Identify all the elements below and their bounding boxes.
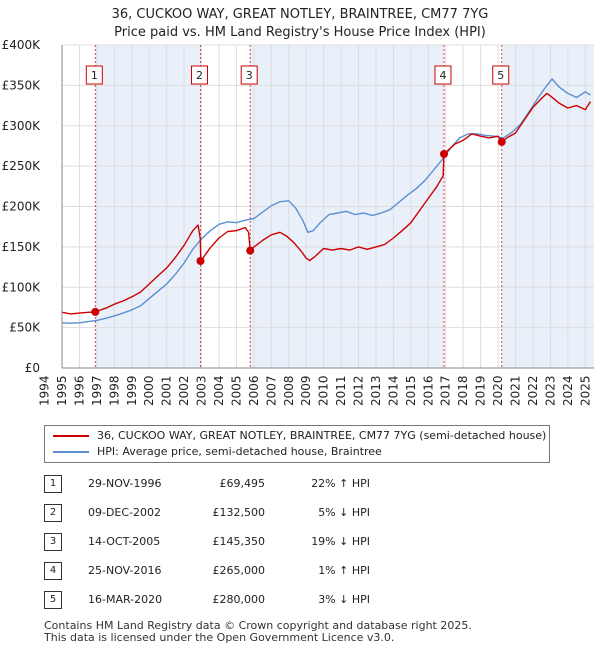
x-tick-label: 2002 [177, 375, 191, 406]
x-tick-label: 2009 [299, 375, 313, 406]
price-chart: 1 2 3 4 5 £0 £50K £100K £150K £200K £250K £300K £35… [2, 38, 594, 406]
row-number-box: 1 [44, 475, 62, 493]
y-tick-label: £200K [2, 200, 42, 214]
x-tick-label: 1997 [90, 375, 104, 406]
footer: Contains HM Land Registry data © Crown c… [44, 620, 472, 644]
x-tick-label: 2001 [160, 375, 174, 406]
y-tick-label: £50K [9, 321, 41, 335]
footer-copyright: Contains HM Land Registry data © Crown c… [44, 619, 472, 632]
x-tick-label: 2012 [352, 375, 366, 406]
row-number-box: 5 [44, 591, 62, 609]
chart-title: 36, CUCKOO WAY, GREAT NOTLEY, BRAINTREE,… [111, 7, 489, 22]
y-tick-label: £0 [25, 361, 40, 375]
marker-box [492, 65, 510, 85]
row-price: £280,000 [212, 593, 266, 606]
x-tick-label: 2019 [474, 375, 488, 406]
x-tick-label: 1999 [125, 375, 139, 406]
row-hpi: 5% ↓ HPI [318, 506, 370, 519]
sale-point [439, 150, 448, 159]
x-tick-label: 2008 [282, 375, 296, 406]
y-tick-label: £100K [2, 280, 42, 294]
x-tick-label: 2025 [578, 375, 592, 406]
x-tick-label: 2020 [491, 375, 505, 406]
marker-box-label: 3 [246, 69, 253, 82]
row-date: 09-DEC-2002 [88, 506, 162, 519]
row-number-box: 4 [44, 562, 62, 580]
x-tick-label: 2005 [229, 375, 243, 406]
footer-licence: This data is licensed under the Open Gov… [44, 631, 395, 644]
marker-box-label: 4 [439, 69, 446, 82]
x-tick-label: 2007 [264, 375, 278, 406]
row-price: £265,000 [212, 564, 266, 577]
legend-item-property: 36, CUCKOO WAY, GREAT NOTLEY, BRAINTREE,… [53, 428, 546, 444]
y-tick-label: £350K [2, 78, 42, 92]
marker-box-label: 5 [497, 69, 504, 82]
table-row: 4 25-NOV-2016 £265,000 1% ↑ HPI [0, 561, 600, 581]
sale-point [91, 307, 100, 316]
x-tick-label: 2024 [561, 375, 575, 406]
x-tick-label: 2003 [195, 375, 209, 406]
y-tick-label: £300K [2, 119, 42, 133]
marker-box [240, 65, 258, 85]
x-tick-label: 1995 [55, 375, 69, 406]
axes: £0 £50K £100K £150K £200K £250K £300K £350K £400… [2, 38, 594, 406]
legend-item-hpi: HPI: Average price, semi-detached house,… [53, 444, 382, 460]
marker-box [434, 65, 452, 85]
x-tick-label: 2000 [142, 375, 156, 406]
table-row: 3 14-OCT-2005 £145,350 19% ↓ HPI [0, 532, 600, 552]
x-tick-label: 2018 [456, 375, 470, 406]
row-date: 25-NOV-2016 [88, 564, 162, 577]
marker-box [85, 65, 103, 85]
row-hpi: 1% ↑ HPI [318, 564, 370, 577]
sale-markers: 1 2 3 4 5 [85, 65, 510, 316]
row-date: 16-MAR-2020 [88, 593, 163, 606]
legend-label-property: 36, CUCKOO WAY, GREAT NOTLEY, BRAINTREE,… [97, 429, 547, 442]
row-hpi: 19% ↓ HPI [311, 535, 370, 548]
sale-point [196, 257, 205, 266]
chart-title-block: 36, CUCKOO WAY, GREAT NOTLEY, BRAINTREE,… [0, 6, 600, 42]
marker-box [190, 65, 208, 85]
row-number-box: 3 [44, 533, 62, 551]
table-row: 1 29-NOV-1996 £69,495 22% ↑ HPI [0, 474, 600, 494]
x-tick-label: 2013 [369, 375, 383, 406]
x-tick-label: 2021 [509, 375, 523, 406]
row-hpi: 3% ↓ HPI [318, 593, 370, 606]
row-date: 14-OCT-2005 [88, 535, 161, 548]
y-tick-label: £150K [2, 240, 42, 254]
table-row: 2 09-DEC-2002 £132,500 5% ↓ HPI [0, 503, 600, 523]
chart-subtitle: Price paid vs. HM Land Registry's House … [114, 25, 486, 40]
x-tick-label: 2016 [421, 375, 435, 406]
row-number-box: 2 [44, 504, 62, 522]
legend: 36, CUCKOO WAY, GREAT NOTLEY, BRAINTREE,… [44, 425, 550, 463]
x-tick-label: 1994 [38, 375, 52, 406]
row-hpi: 22% ↑ HPI [311, 477, 370, 490]
x-tick-label: 2017 [439, 375, 453, 406]
y-tick-label: £400K [2, 38, 42, 52]
x-tick-label: 2004 [212, 375, 226, 406]
x-tick-label: 1996 [72, 375, 86, 406]
legend-swatch-property [53, 435, 89, 437]
x-tick-label: 2010 [317, 375, 331, 406]
row-date: 29-NOV-1996 [88, 477, 162, 490]
row-price: £132,500 [212, 506, 266, 519]
legend-label-hpi: HPI: Average price, semi-detached house,… [97, 445, 382, 458]
y-tick-label: £250K [2, 159, 42, 173]
table-row: 5 16-MAR-2020 £280,000 3% ↓ HPI [0, 590, 600, 610]
x-tick-label: 2006 [247, 375, 261, 406]
x-tick-label: 2023 [543, 375, 557, 406]
x-tick-label: 2014 [386, 375, 400, 406]
x-tick-label: 2011 [334, 375, 348, 406]
series-line-hpi [61, 78, 591, 324]
x-tick-label: 1998 [107, 375, 121, 406]
legend-swatch-hpi [53, 451, 89, 453]
row-price: £69,495 [219, 477, 266, 490]
x-tick-label: 2022 [526, 375, 540, 406]
sale-point [497, 137, 506, 146]
x-tick-label: 2015 [404, 375, 418, 406]
row-price: £145,350 [212, 535, 266, 548]
sale-point [246, 246, 255, 255]
marker-box-label: 2 [196, 69, 203, 82]
marker-box-label: 1 [91, 69, 98, 82]
